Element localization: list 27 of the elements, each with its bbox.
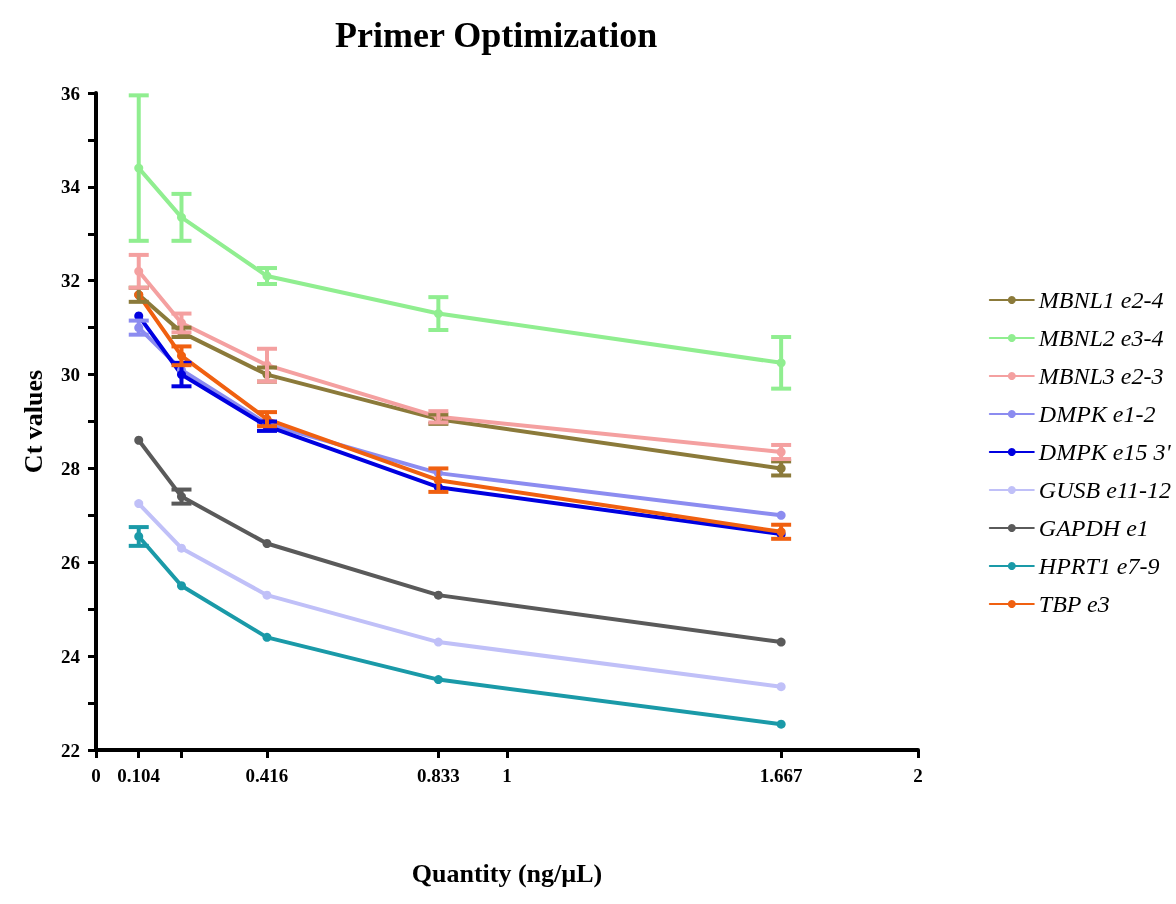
legend-label: MBNL3 e2-3: [1037, 363, 1164, 389]
legend-label: GAPDH e1: [1038, 515, 1149, 541]
y-tick-label: 34: [61, 176, 81, 198]
y-tick-label: 32: [61, 270, 80, 292]
x-tick-label: 1.667: [759, 765, 804, 786]
legend-label: MBNL2 e3-4: [1037, 325, 1164, 351]
y-axis-title: Ct values: [18, 369, 48, 474]
y-tick-label: 24: [61, 645, 81, 667]
y-tick-label: 36: [61, 82, 80, 104]
legend-label: DMPK e1-2: [1037, 401, 1156, 427]
legend-label: DMPK e15 3': [1037, 439, 1172, 465]
legend-label: HPRT1 e7-9: [1037, 553, 1160, 579]
x-tick-label: 0.833: [416, 765, 460, 786]
legend-label: TBP e3: [1038, 591, 1110, 617]
x-tick-label: 0.416: [245, 765, 289, 786]
chart-title: Primer Optimization: [335, 15, 658, 55]
x-tick-label: 2: [913, 765, 923, 786]
y-tick-label: 30: [61, 364, 80, 386]
y-tick-label: 22: [61, 739, 80, 761]
x-tick-label: 0: [91, 765, 101, 786]
y-tick-label: 26: [61, 551, 80, 573]
y-tick-label: 28: [61, 457, 80, 479]
x-tick-label: 1: [502, 765, 512, 786]
x-tick-label: 0.104: [117, 765, 161, 786]
x-axis-title: Quantity (ng/µL): [411, 858, 603, 888]
legend-label: GUSB e11-12: [1038, 477, 1171, 503]
legend-label: MBNL1 e2-4: [1037, 287, 1164, 313]
